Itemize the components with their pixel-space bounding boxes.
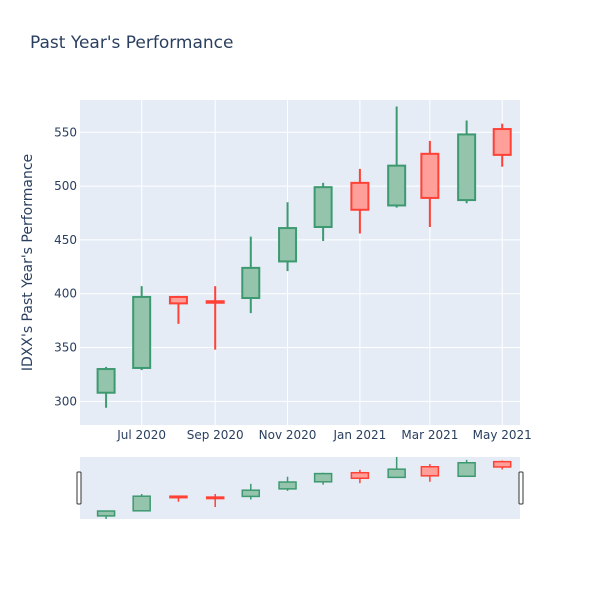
y-tick-label: 500 (54, 179, 77, 193)
rangeslider-right-handle[interactable] (518, 471, 524, 505)
candle-body (278, 227, 298, 263)
plot-area (80, 100, 520, 425)
candle-body (241, 266, 261, 300)
rangeslider-candle-body (457, 462, 476, 478)
rangeslider-candle-body (132, 495, 151, 512)
x-tick-label: Nov 2020 (259, 428, 317, 442)
rangeslider-candle-body (205, 496, 225, 500)
chart-title: Past Year's Performance (30, 33, 234, 53)
y-tick-label: 350 (54, 341, 77, 355)
rangeslider-candle-body (420, 465, 440, 477)
y-tick-label: 400 (54, 287, 77, 301)
rangeslider-candle-body (313, 472, 333, 483)
candle-body (168, 295, 188, 305)
candle-body (96, 368, 116, 394)
y-tick-label: 450 (54, 233, 77, 247)
candle-body (132, 295, 152, 369)
candle-body (350, 181, 370, 211)
candle-body (492, 128, 512, 156)
x-tick-label: Jul 2020 (116, 428, 166, 442)
x-tick-label: Jan 2021 (332, 428, 386, 442)
x-tick-label: Sep 2020 (187, 428, 244, 442)
rangeslider-candle-body (492, 460, 512, 468)
x-tick-label: May 2021 (473, 428, 532, 442)
y-tick-label: 300 (54, 394, 77, 408)
rangeslider-left-handle[interactable] (76, 471, 82, 505)
rangeslider-background (80, 457, 520, 519)
y-tick-label: 550 (54, 125, 77, 139)
x-tick-label: Mar 2021 (401, 428, 458, 442)
rangeslider-candle-body (278, 481, 297, 490)
candle-body (420, 152, 440, 199)
rangeslider-candle-body (241, 489, 261, 498)
candle-body (205, 300, 225, 304)
candle-body (387, 164, 407, 207)
rangeslider-candle-body (169, 495, 188, 499)
y-axis-title: IDXX's Past Year's Performance (20, 154, 36, 371)
rangeslider-candle-body (387, 468, 406, 479)
rangeslider-candle-body (350, 471, 370, 480)
rangeslider-candle-body (96, 510, 116, 517)
candle-body (457, 133, 477, 202)
candle-body (313, 186, 333, 228)
